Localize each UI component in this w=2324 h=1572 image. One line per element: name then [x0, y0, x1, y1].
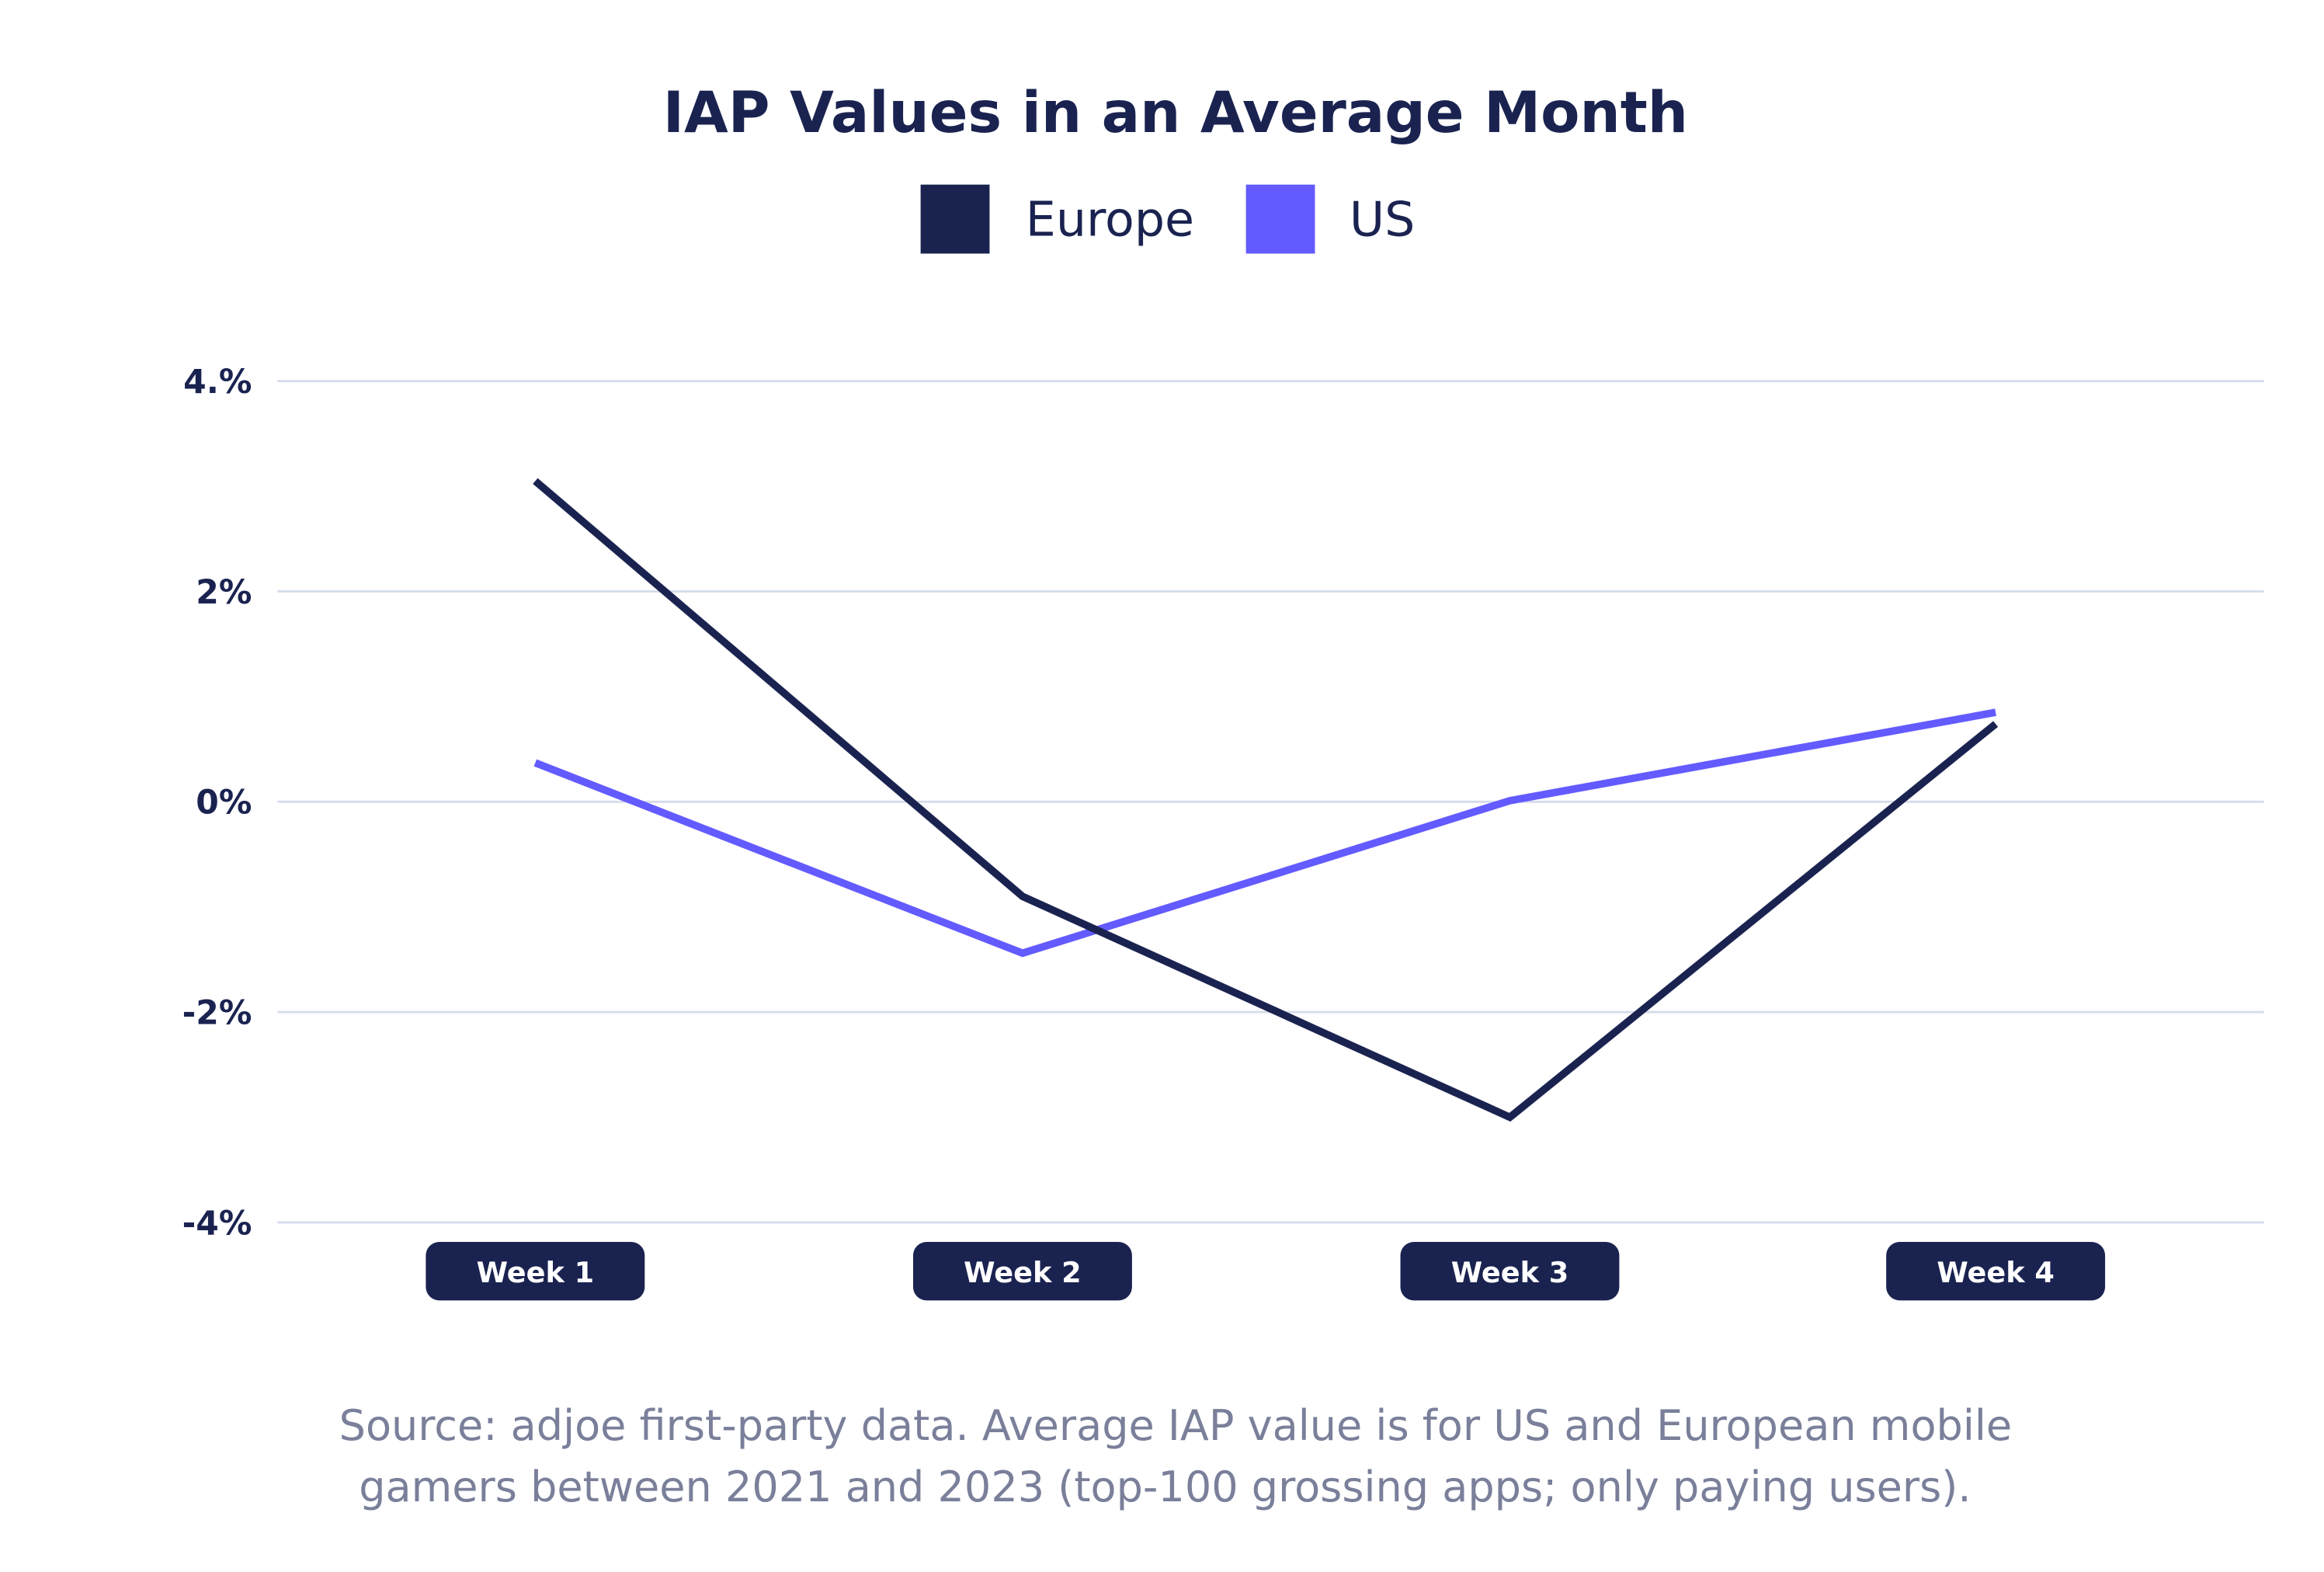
series-line-us — [533, 708, 1996, 958]
x-label-pill — [1400, 1242, 1620, 1301]
chart-title: IAP Values in an Average Month — [663, 80, 1688, 146]
x-category-label: Week 4 — [1886, 1242, 2106, 1301]
legend-label-europe: Europe — [1026, 191, 1194, 247]
legend-swatch-europe — [920, 184, 990, 254]
source-note-line-1: Source: adjoe first-party data. Average … — [339, 1401, 2012, 1450]
x-category-label: Week 1 — [426, 1242, 645, 1301]
y-tick-label: -4% — [182, 1205, 252, 1243]
x-category-label: Week 2 — [912, 1242, 1132, 1301]
source-note-line-2: gamers between 2021 and 2023 (top-100 gr… — [359, 1462, 1971, 1511]
legend-swatch-us — [1245, 184, 1315, 254]
x-tick-label: Week 1 — [477, 1256, 595, 1289]
legend-label-us: US — [1350, 191, 1415, 247]
x-category-label: Week 3 — [1400, 1242, 1620, 1301]
y-tick-label: 2% — [196, 574, 252, 612]
y-tick-label: 0% — [196, 784, 252, 823]
x-label-pill — [1886, 1242, 2106, 1301]
x-label-pill — [426, 1242, 645, 1301]
x-tick-label: Week 3 — [1451, 1256, 1569, 1289]
y-tick-label: 4.% — [183, 363, 252, 402]
x-tick-label: Week 2 — [964, 1256, 1082, 1289]
legend: Europe US — [920, 184, 1415, 254]
y-tick-label: -2% — [182, 995, 252, 1033]
series-line-europe — [533, 478, 1999, 1122]
x-label-pill — [912, 1242, 1132, 1301]
x-tick-label: Week 4 — [1937, 1256, 2055, 1289]
